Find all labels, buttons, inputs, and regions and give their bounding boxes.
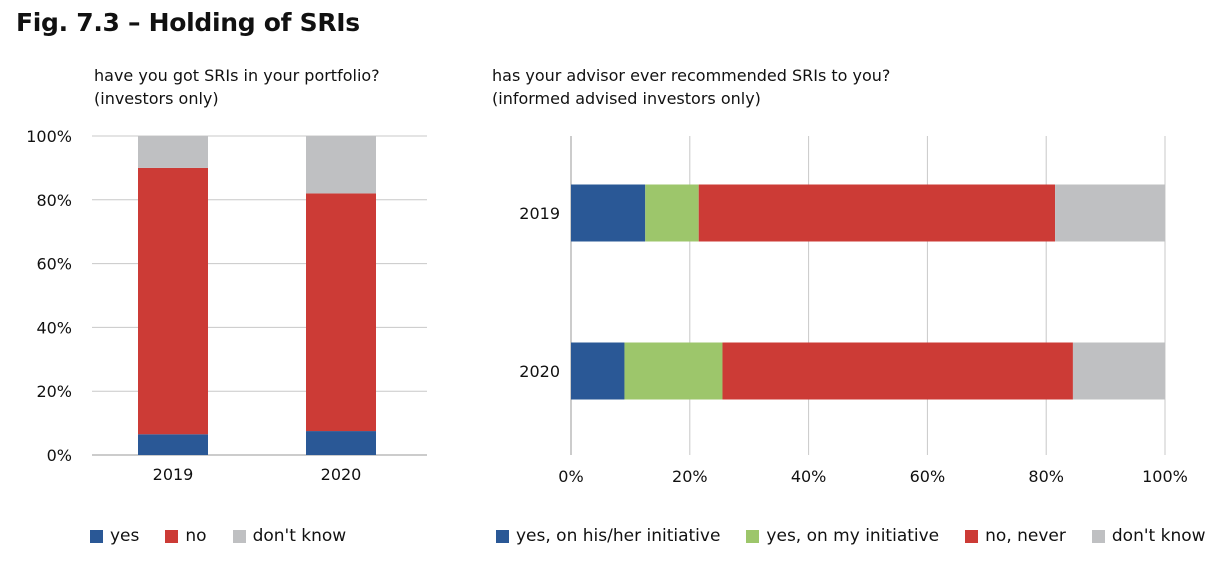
left-bar-2019-yes: [138, 434, 208, 455]
right-legend-label: yes, on his/her initiative: [516, 526, 721, 546]
right-subtitle-line2: (informed advised investors only): [492, 89, 761, 108]
figure-title: Fig. 7.3 – Holding of SRIs: [16, 8, 360, 37]
left-legend-label: don't know: [252, 526, 347, 546]
left-y-tick-label: 60%: [36, 255, 72, 274]
right-legend-label: yes, on my initiative: [766, 526, 940, 546]
left-legend-swatch: [90, 529, 103, 543]
left-legend-swatch: [232, 529, 246, 543]
right-legend-swatch: [496, 529, 509, 543]
right-bar-2019-no-never: [698, 184, 1056, 242]
right-subtitle-line1: has your advisor ever recommended SRIs t…: [492, 66, 891, 85]
right-legend-swatch: [1091, 529, 1105, 543]
left-subtitle-line2: (investors only): [94, 89, 219, 108]
right-chart-legend: yes, on his/her initiative yes, on my ini…: [496, 526, 1212, 546]
left-bar-2020-yes: [306, 431, 376, 455]
left-legend-label: no: [185, 526, 207, 546]
left-y-tick-label: 20%: [36, 382, 72, 401]
right-bar-2019-yes-on-his-her-initiative: [571, 184, 646, 242]
left-bar-2020-don-t-know: [306, 136, 376, 194]
left-y-tick-label: 0%: [47, 446, 72, 465]
right-legend-item-no-never: no, never: [965, 526, 1066, 546]
left-bar-2019-no: [138, 167, 208, 435]
right-legend-item-don-t-know: don't know: [1091, 526, 1206, 546]
right-chart-subtitle: has your advisor ever recommended SRIs t…: [492, 64, 890, 110]
right-bar-2020-no-never: [722, 342, 1073, 400]
left-chart-subtitle: have you got SRIs in your portfolio? (in…: [94, 64, 380, 110]
left-y-tick-label: 80%: [36, 191, 72, 210]
right-x-tick-label: 0%: [558, 467, 583, 486]
right-legend-swatch: [746, 529, 760, 543]
right-x-tick-label: 20%: [672, 467, 708, 486]
right-legend-label: don't know: [1111, 526, 1206, 546]
left-legend-label: yes: [110, 526, 140, 546]
right-legend-item-yes-on-my-initiative: yes, on my initiative: [746, 526, 939, 546]
right-x-tick-label: 40%: [791, 467, 827, 486]
left-bar-2020-no: [306, 193, 376, 432]
right-y-tick-label: 2019: [519, 204, 560, 223]
right-x-tick-label: 100%: [1142, 467, 1188, 486]
left-bar-2019-don-t-know: [138, 136, 208, 168]
right-bar-2020-don-t-know: [1072, 342, 1165, 400]
right-bar-2019-yes-on-my-initiative: [645, 184, 699, 242]
right-y-tick-label: 2020: [519, 362, 560, 381]
right-x-tick-label: 60%: [910, 467, 946, 486]
left-y-tick-label: 40%: [36, 318, 72, 337]
left-subtitle-line1: have you got SRIs in your portfolio?: [94, 66, 380, 85]
right-x-tick-label: 80%: [1028, 467, 1064, 486]
left-legend-swatch: [165, 529, 179, 543]
right-legend-swatch: [965, 529, 979, 543]
right-legend-label: no, never: [985, 526, 1066, 546]
left-chart-legend: yes no don't know: [90, 526, 372, 546]
left-legend-item-no: no: [165, 526, 207, 546]
left-legend-item-yes: yes: [90, 526, 139, 546]
right-bar-2020-yes-on-my-initiative: [624, 342, 723, 400]
right-bar-2019-don-t-know: [1055, 184, 1165, 242]
left-legend-item-don-t-know: don't know: [232, 526, 347, 546]
left-x-tick-label: 2019: [153, 465, 194, 484]
left-x-tick-label: 2020: [321, 465, 362, 484]
left-y-tick-label: 100%: [26, 127, 72, 146]
right-bar-2020-yes-on-his-her-initiative: [571, 342, 625, 400]
right-legend-item-yes-on-his-her-initiative: yes, on his/her initiative: [496, 526, 720, 546]
